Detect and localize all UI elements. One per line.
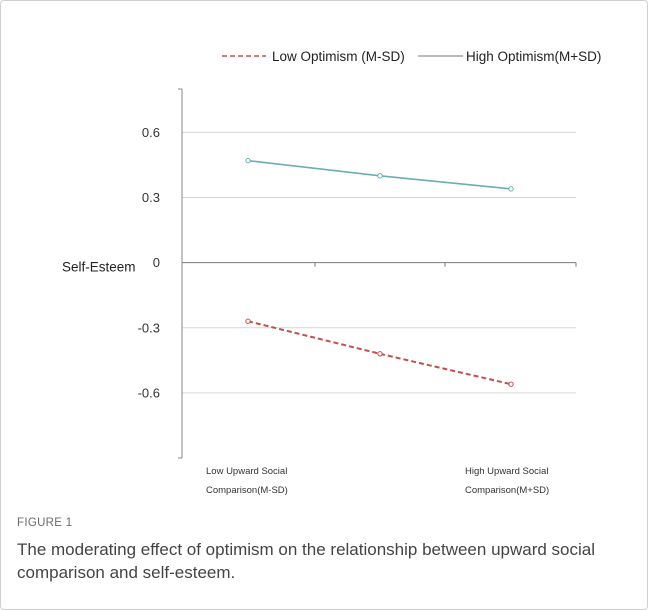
low-optimism-point	[508, 381, 514, 387]
figure-caption: The moderating effect of optimism on the…	[17, 540, 596, 582]
y-tick-label: 0.6	[142, 125, 160, 140]
high-optimism-point	[508, 186, 514, 192]
figure-label: FIGURE 1	[17, 517, 73, 529]
x-tick-label: High Upward Social	[465, 466, 548, 477]
legend-label-high-optimism: High Optimism(M+SD)	[466, 49, 601, 64]
low-optimism-line	[247, 320, 512, 386]
y-tick-label: -0.6	[138, 385, 160, 400]
y-tick-label: 0	[153, 255, 160, 270]
interaction-line-chart: 0.6 0.3 0 -0.3 -0.6 Self-Esteem Low Upward Soc…	[62, 49, 601, 496]
high-optimism-point	[377, 173, 383, 179]
y-tick-label: -0.3	[138, 320, 160, 335]
x-tick-label: Comparison(M-SD)	[206, 485, 288, 496]
x-tick-label: Comparison(M+SD)	[465, 485, 549, 496]
x-tick-label: Low Upward Social	[206, 466, 287, 477]
low-optimism-point	[377, 351, 383, 357]
low-optimism-point	[245, 318, 251, 324]
y-tick-label: 0.3	[142, 190, 160, 205]
legend-label-low-optimism: Low Optimism (M-SD)	[272, 49, 405, 64]
y-axis-title: Self-Esteem	[62, 260, 136, 275]
high-optimism-point	[245, 157, 251, 164]
